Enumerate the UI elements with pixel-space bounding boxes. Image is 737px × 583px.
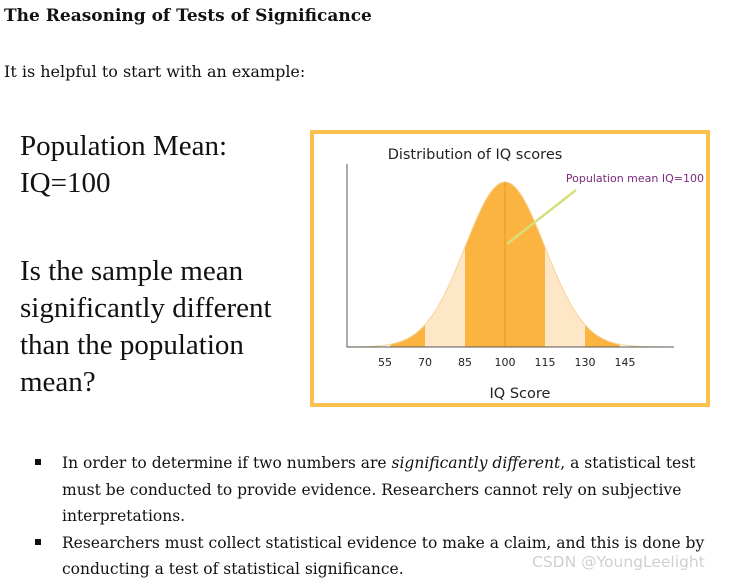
x-tick-label: 100 (495, 356, 516, 369)
population-line-1: Population Mean: (20, 130, 228, 162)
page-title: The Reasoning of Tests of Significance (4, 6, 372, 26)
x-tick-label: 85 (458, 356, 472, 369)
x-tick-label: 70 (418, 356, 432, 369)
iq-distribution-chart: Distribution of IQ scores 55 70 85 100 115 13… (310, 130, 710, 407)
x-tick-labels: 55 70 85 100 115 130 145 (378, 356, 636, 369)
question-line-1: Is the sample mean (20, 255, 244, 287)
chart-title: Distribution of IQ scores (388, 147, 563, 163)
bullet-marker (35, 538, 41, 545)
bullet-2-text: Researchers must collect statistical evi… (62, 533, 705, 579)
bullet-1-text-end: , a statistical test must be conducted t… (62, 454, 696, 525)
population-line-2: IQ=100 (20, 167, 111, 199)
mean-annotation: Population mean IQ=100 (566, 172, 704, 185)
x-tick-label: 55 (378, 356, 392, 369)
question-line-3: than the population (20, 329, 244, 361)
bullet-1-text-start: In order to determine if two numbers are (62, 454, 392, 472)
band-outer-left (390, 324, 425, 347)
bullet-item-2: Researchers must collect statistical evi… (32, 530, 722, 583)
bullet-list: In order to determine if two numbers are… (32, 450, 722, 583)
x-tick-label: 130 (575, 356, 596, 369)
question-line-4: mean? (20, 366, 96, 398)
chart-canvas: Distribution of IQ scores 55 70 85 100 115 13… (345, 147, 704, 402)
question-line-2: significantly different (20, 292, 272, 324)
x-axis-label: IQ Score (490, 386, 551, 402)
x-tick-label: 145 (615, 356, 636, 369)
watermark: CSDN @YoungLeelight (532, 553, 705, 571)
annotation-arrow (506, 189, 577, 245)
x-tick-label: 115 (535, 356, 556, 369)
bullet-1-emphasis: significantly different (391, 454, 561, 472)
intro-text: It is helpful to start with an example: (4, 62, 306, 81)
question-text: Is the sample mean significantly differe… (20, 253, 310, 401)
population-mean-text: Population Mean: IQ=100 (20, 128, 227, 202)
bullet-item-1: In order to determine if two numbers are… (32, 450, 722, 530)
band-outer-right (585, 324, 620, 347)
bullet-marker (35, 459, 41, 465)
